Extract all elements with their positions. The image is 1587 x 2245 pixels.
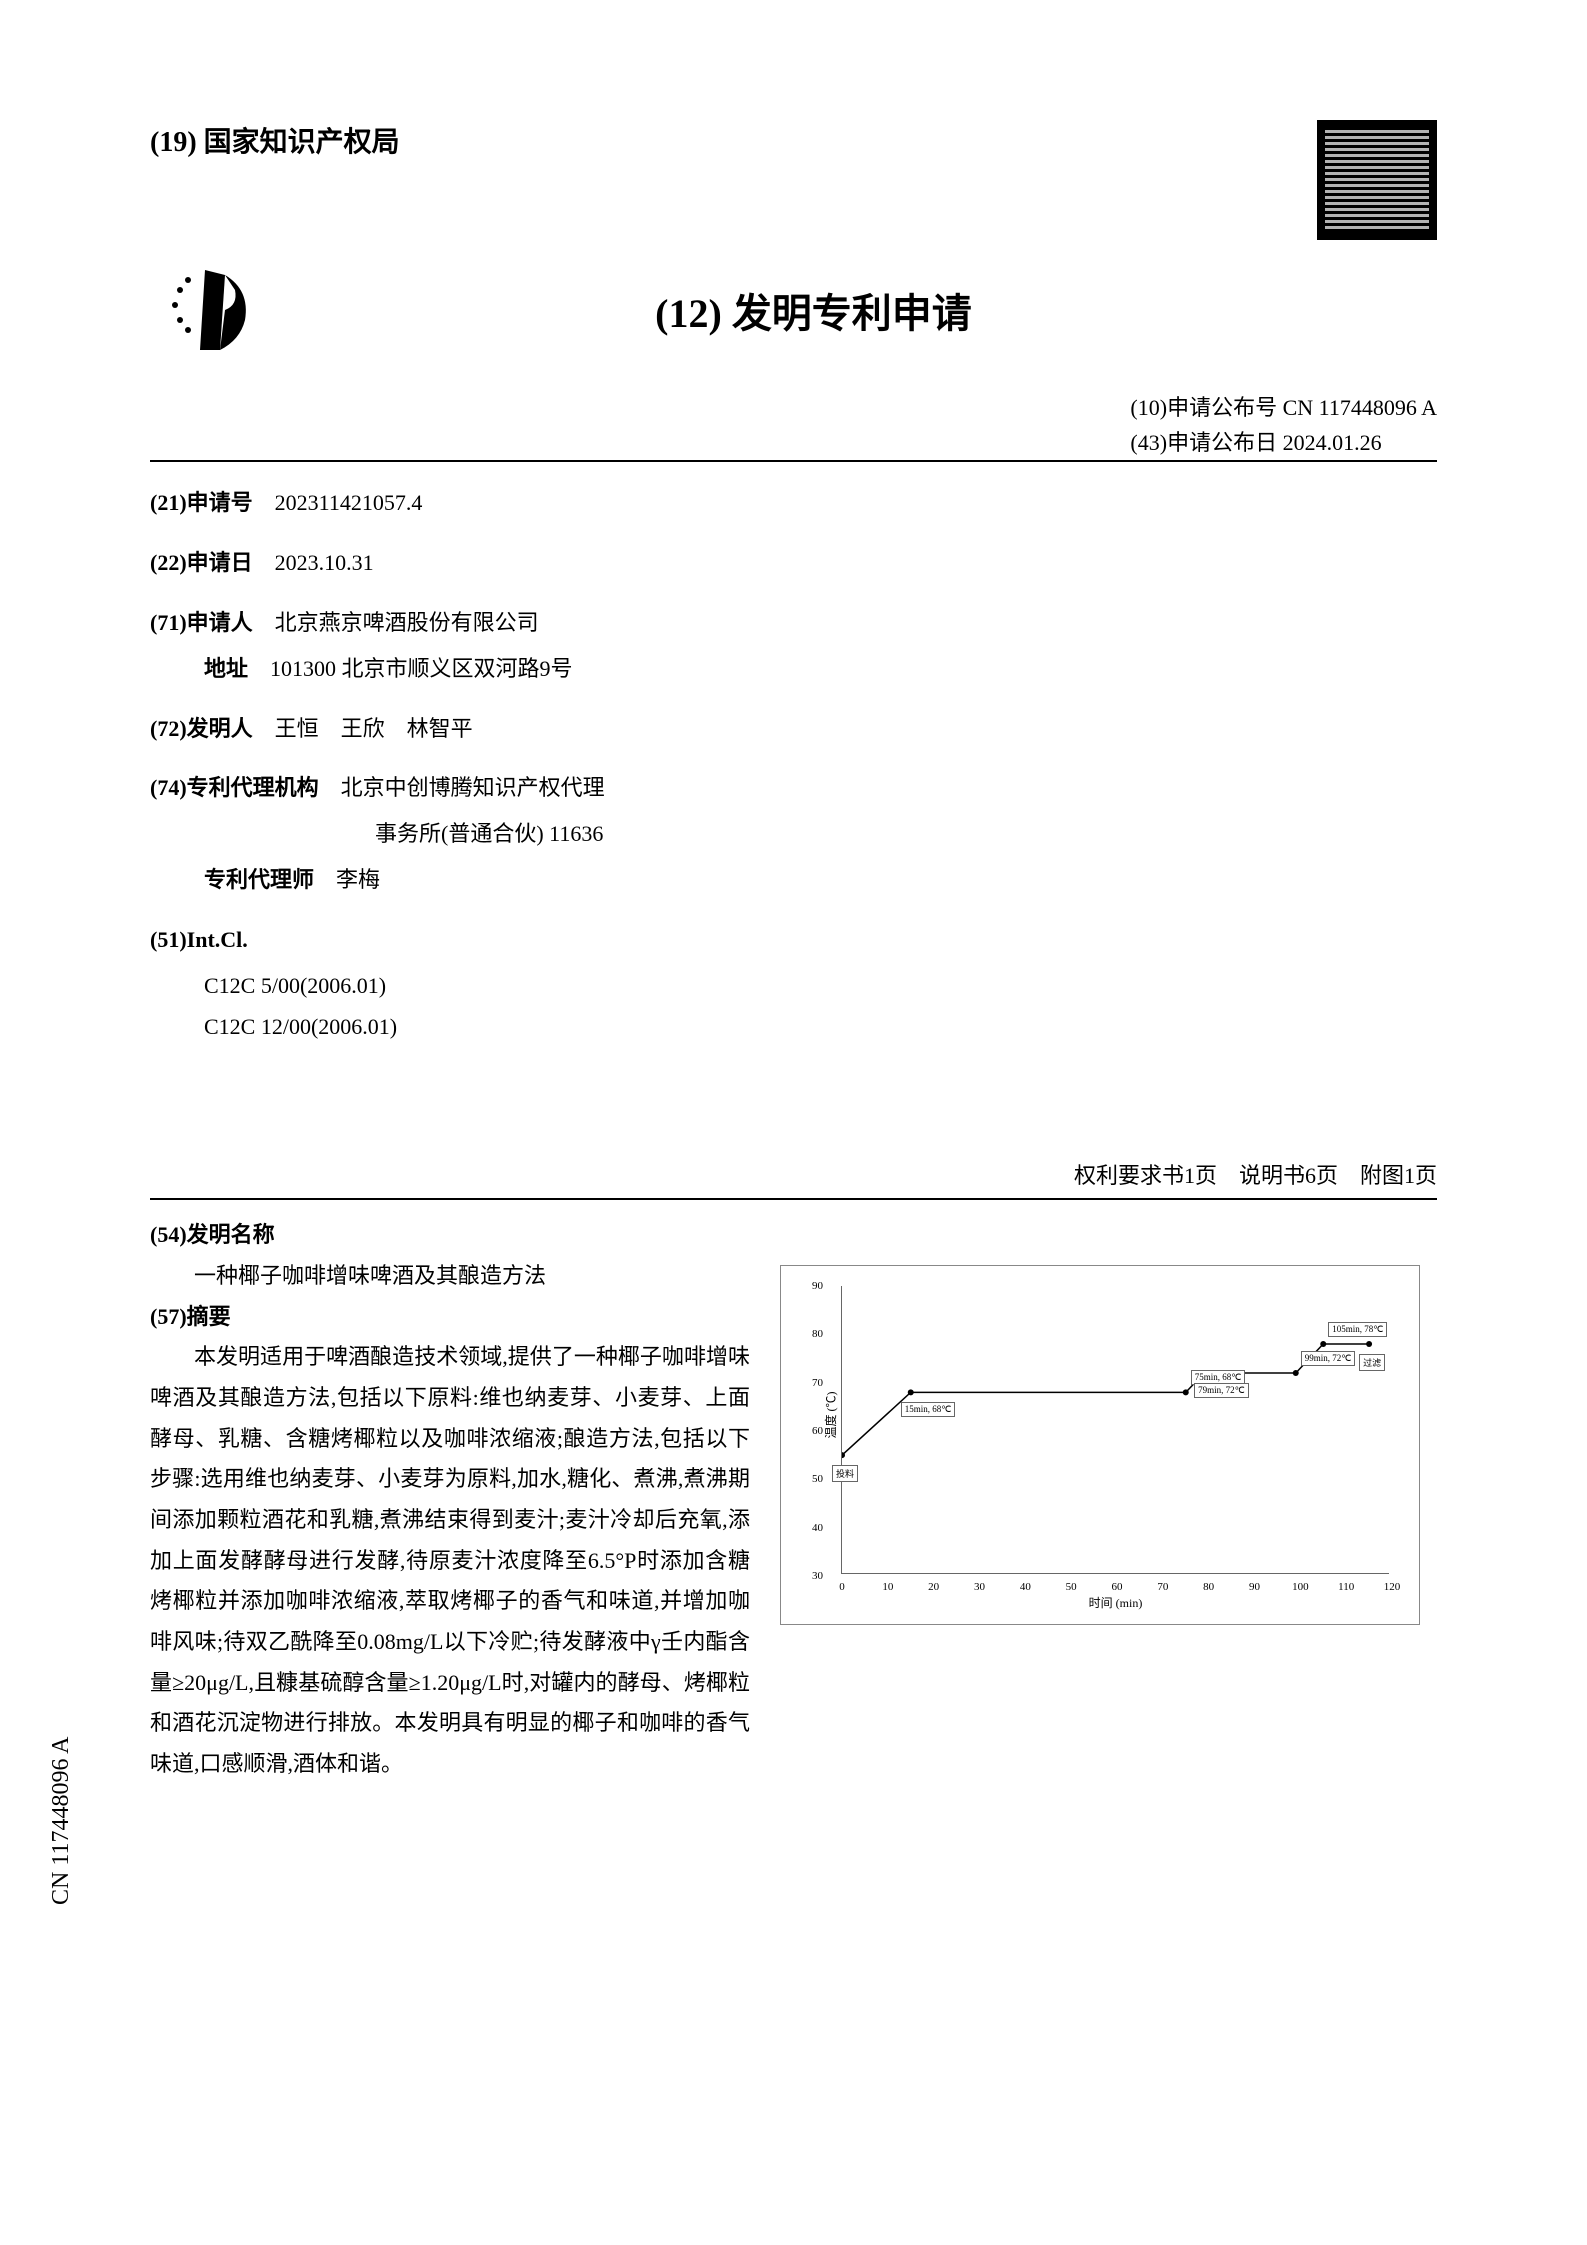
- publication-info: (10)申请公布号 CN 117448096 A (43)申请公布日 2024.…: [1130, 390, 1437, 460]
- y-tick-label: 40: [812, 1522, 823, 1534]
- abstract-label: (57)摘要: [150, 1297, 750, 1338]
- agent-org-label: (74)专利代理机构: [150, 775, 319, 800]
- y-axis-title: 温度 (℃): [822, 1391, 839, 1438]
- authority-code: (19): [150, 127, 197, 158]
- y-tick-label: 50: [812, 1473, 823, 1485]
- divider-top: [150, 460, 1437, 462]
- agent-person-label: 专利代理师: [204, 867, 314, 892]
- pub-date-label: (43)申请公布日: [1130, 430, 1277, 455]
- app-date: 2023.10.31: [275, 550, 374, 575]
- chart-svg: [842, 1286, 1392, 1576]
- inventor-label: (72)发明人: [150, 716, 253, 741]
- address: 101300 北京市顺义区双河路9号: [270, 656, 573, 681]
- ipc-label: (51)Int.Cl.: [150, 927, 248, 952]
- chart-point-label: 15min, 68℃: [901, 1402, 956, 1417]
- x-tick-label: 0: [839, 1581, 845, 1593]
- chart-point-label: 投料: [832, 1465, 858, 1482]
- x-tick-label: 20: [928, 1581, 939, 1593]
- authority-label: (19) 国家知识产权局: [150, 120, 400, 160]
- y-tick-label: 70: [812, 1377, 823, 1389]
- chart-point-label: 105min, 78℃: [1328, 1322, 1387, 1337]
- y-tick-label: 80: [812, 1328, 823, 1340]
- chart-point-label: 过滤: [1359, 1354, 1385, 1371]
- doc-type-code: (12): [655, 291, 722, 336]
- chart-point-label: 99min, 72℃: [1301, 1351, 1356, 1366]
- abstract-column: (54)发明名称 一种椰子咖啡增味啤酒及其酿造方法 (57)摘要 本发明适用于啤…: [150, 1215, 750, 1785]
- app-no-label: (21)申请号: [150, 490, 253, 515]
- x-tick-label: 120: [1384, 1581, 1401, 1593]
- address-label: 地址: [204, 656, 248, 681]
- pub-no: CN 117448096 A: [1283, 395, 1437, 420]
- side-patent-number: CN 117448096 A: [48, 1737, 75, 1905]
- chart-point-label: 79min, 72℃: [1194, 1383, 1249, 1398]
- invention-name: 一种椰子咖啡增味啤酒及其酿造方法: [150, 1256, 750, 1297]
- divider-mid: [150, 1198, 1437, 1200]
- x-tick-label: 60: [1112, 1581, 1123, 1593]
- page-counts: 权利要求书1页 说明书6页 附图1页: [150, 1158, 1437, 1190]
- x-axis-title: 时间 (min): [1089, 1594, 1143, 1611]
- invention-name-label: (54)发明名称: [150, 1215, 750, 1256]
- x-tick-label: 100: [1292, 1581, 1309, 1593]
- ipc-year-1: (2006.01): [300, 973, 386, 998]
- authority-name: 国家知识产权局: [204, 127, 400, 158]
- abstract-text: 本发明适用于啤酒酿造技术领域,提供了一种椰子咖啡增味啤酒及其酿造方法,包括以下原…: [150, 1337, 750, 1785]
- doc-type: 发明专利申请: [732, 291, 972, 336]
- ipc-year-2: (2006.01): [311, 1014, 397, 1039]
- agent-org2: 事务所(普通合伙) 11636: [375, 821, 603, 846]
- agent-person: 李梅: [336, 867, 380, 892]
- pub-date: 2024.01.26: [1283, 430, 1382, 455]
- applicant-label: (71)申请人: [150, 610, 253, 635]
- y-tick-label: 60: [812, 1425, 823, 1437]
- y-tick-label: 90: [812, 1280, 823, 1292]
- x-tick-label: 70: [1157, 1581, 1168, 1593]
- x-tick-label: 50: [1066, 1581, 1077, 1593]
- document-title: (12) 发明专利申请: [310, 281, 1437, 339]
- x-tick-label: 40: [1020, 1581, 1031, 1593]
- cnipa-logo: [150, 260, 270, 360]
- x-tick-label: 80: [1203, 1581, 1214, 1593]
- x-tick-label: 90: [1249, 1581, 1260, 1593]
- app-no: 202311421057.4: [275, 490, 423, 515]
- inventors: 王恒 王欣 林智平: [275, 716, 473, 741]
- app-date-label: (22)申请日: [150, 550, 253, 575]
- applicant: 北京燕京啤酒股份有限公司: [275, 610, 539, 635]
- x-tick-label: 10: [882, 1581, 893, 1593]
- agent-org: 北京中创博腾知识产权代理: [341, 775, 605, 800]
- y-tick-label: 30: [812, 1570, 823, 1582]
- x-tick-label: 30: [974, 1581, 985, 1593]
- ipc-code-2: C12C 12/00: [204, 1014, 311, 1039]
- temperature-chart: 温度 (℃) 时间 (min) 30 40 50 60 70 80 90 0 10 20 30 40 5…: [780, 1265, 1420, 1625]
- x-tick-label: 110: [1338, 1581, 1354, 1593]
- ipc-code-1: C12C 5/00: [204, 973, 300, 998]
- pub-no-label: (10)申请公布号: [1130, 395, 1277, 420]
- qr-code: [1317, 120, 1437, 240]
- biblio-fields: (21)申请号 202311421057.4 (22)申请日 2023.10.3…: [150, 482, 1437, 1048]
